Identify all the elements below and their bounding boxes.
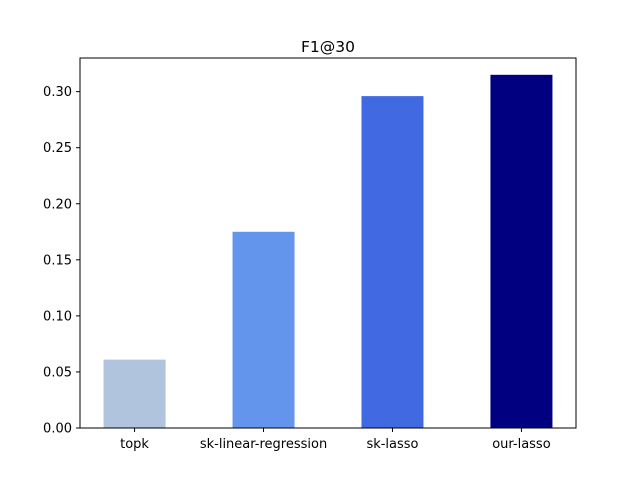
- x-tick-label: sk-lasso: [366, 437, 418, 452]
- y-tick-label: 0.30: [43, 85, 72, 100]
- x-axis: topk sk-linear-regression sk-lasso our-lass…: [120, 428, 551, 452]
- y-tick-label: 0.05: [43, 365, 72, 380]
- x-tick-label: topk: [120, 437, 149, 452]
- plot-frame: [79, 57, 577, 429]
- bar-our-lasso: [490, 74, 553, 429]
- x-tick-label: sk-linear-regression: [200, 437, 327, 452]
- x-tick-label: our-lasso: [492, 437, 551, 452]
- bar-topk: [103, 359, 166, 428]
- bars-group: [103, 74, 553, 429]
- y-tick-label: 0.25: [43, 141, 72, 156]
- y-axis: 0.00 0.05 0.10 0.15 0.20 0.25 0.30: [43, 85, 80, 437]
- chart-title: F1@30: [301, 38, 355, 56]
- y-tick-label: 0.20: [43, 197, 72, 212]
- bar-sk-linear-regression: [232, 231, 295, 428]
- y-tick-label: 0.15: [43, 253, 72, 268]
- bar-sk-lasso: [361, 96, 424, 428]
- y-tick-label: 0.10: [43, 309, 72, 324]
- y-tick-label: 0.00: [43, 422, 72, 437]
